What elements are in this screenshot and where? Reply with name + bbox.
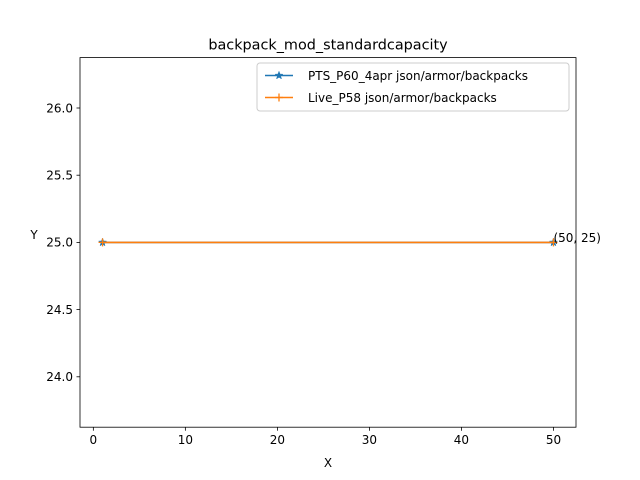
data-point	[549, 238, 558, 247]
legend-label: PTS_P60_4apr json/armor/backpacks	[308, 69, 528, 83]
y-axis-ticks: 24.0 24.5 25.0 25.5 26.0	[46, 101, 80, 384]
y-axis-label: Y	[29, 228, 38, 242]
legend-entries: PTS_P60_4apr json/armor/backpacks Live_P5…	[265, 69, 528, 105]
data-annotation: (50, 25)	[553, 231, 601, 245]
legend-box	[256, 62, 570, 112]
legend: PTS_P60_4apr json/armor/backpacks Live_P5…	[256, 62, 570, 112]
x-axis-ticks: 0 10 20 30 40 50	[90, 427, 561, 447]
x-tick-label: 40	[454, 433, 469, 447]
legend-marker	[275, 93, 283, 102]
legend-entry: PTS_P60_4apr json/armor/backpacks	[265, 69, 528, 83]
legend-entry: Live_P58 json/armor/backpacks	[265, 91, 497, 105]
x-tick-label: 0	[90, 433, 98, 447]
legend-label: Live_P58 json/armor/backpacks	[308, 91, 497, 105]
series-layer	[97, 237, 559, 247]
y-tick-label: 25.5	[46, 169, 73, 183]
chart-title: backpack_mod_standardcapacity	[208, 38, 448, 54]
x-tick-label: 10	[178, 433, 193, 447]
legend-marker	[274, 70, 284, 80]
x-tick-label: 50	[546, 433, 561, 447]
data-point	[98, 238, 107, 247]
series-2	[98, 238, 558, 247]
x-axis-label: X	[324, 456, 332, 470]
x-tick-label: 20	[270, 433, 285, 447]
y-tick-label: 26.0	[46, 101, 73, 115]
y-tick-label: 24.0	[46, 370, 73, 384]
y-tick-label: 25.0	[46, 236, 73, 250]
x-tick-label: 30	[362, 433, 377, 447]
y-tick-label: 24.5	[46, 303, 73, 317]
annotation-layer: (50, 25)	[553, 231, 601, 245]
